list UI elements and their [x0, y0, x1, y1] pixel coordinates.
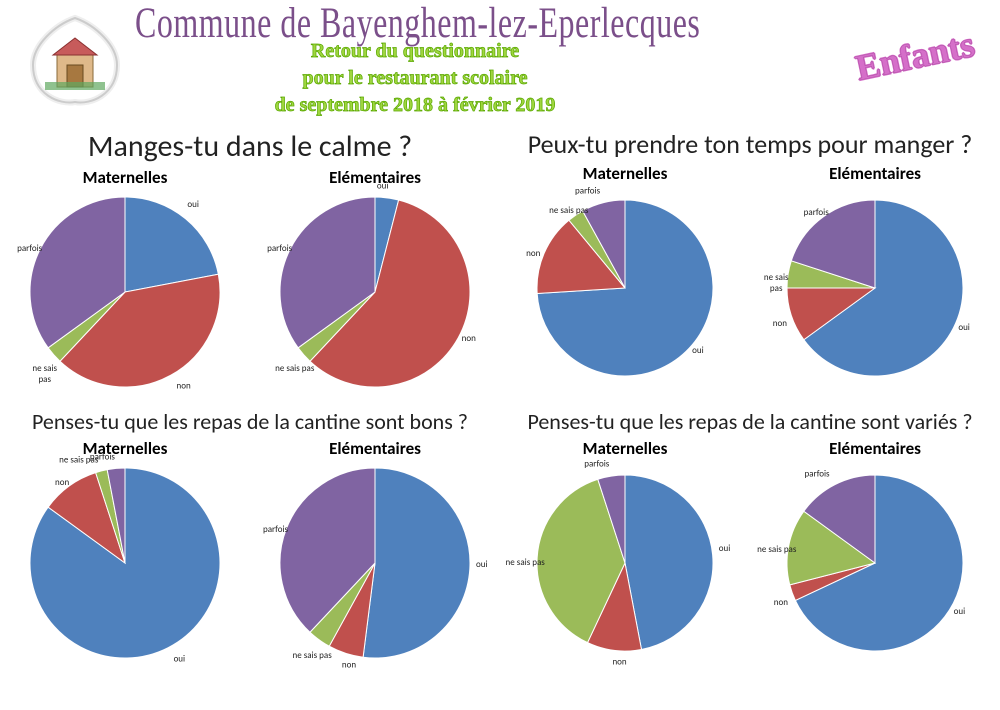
slice-label: parfois [584, 459, 609, 470]
slice-label: oui [377, 180, 389, 191]
pie-chart: Maternellesouinonne sais pasparfois [10, 438, 240, 663]
slice-label: non [342, 659, 356, 670]
slice-label: oui [692, 345, 704, 356]
slice-label: non [177, 380, 191, 391]
slice-label: parfois [805, 469, 830, 480]
pie-chart: Elémentairesouinonne sais pasparfois [260, 438, 490, 663]
panel: Peux-tu prendre ton temps pour manger ? M… [500, 130, 1000, 410]
question-text: Penses-tu que les repas de la cantine so… [0, 410, 500, 434]
slice-label: oui [187, 199, 199, 210]
slice-label: oui [954, 606, 966, 617]
slice-label: ne sais pas [292, 650, 331, 661]
chart-subtitle: Elémentaires [260, 438, 490, 459]
chart-subtitle: Maternelles [10, 167, 240, 188]
pie-chart: Maternellesouinonne sais pasparfois [510, 438, 740, 663]
slice-label: non [612, 657, 626, 668]
page-subtitle: Retour du questionnaire pour le restaura… [135, 38, 695, 119]
chart-subtitle: Maternelles [510, 163, 740, 184]
slice-label: ne saispas [764, 272, 789, 294]
question-text: Penses-tu que les repas de la cantine so… [500, 410, 1000, 434]
pie-chart: Maternelles oui non ne sais pas parfois [510, 163, 740, 388]
audience-badge: Enfants [852, 23, 978, 89]
chart-subtitle: Maternelles [510, 438, 740, 459]
slice-label: ne sais pas [275, 363, 314, 374]
panel: Penses-tu que les repas de la cantine so… [0, 410, 500, 690]
chart-subtitle: Elémentaires [260, 167, 490, 188]
slice-label: parfois [267, 243, 292, 254]
slice-label: parfois [263, 524, 288, 535]
chart-subtitle: Maternelles [10, 438, 240, 459]
pie-chart: Elémentaires oui non ne saispas parfois [760, 163, 990, 388]
slice-label: parfois [804, 207, 829, 218]
slice-label: parfois [575, 185, 600, 196]
commune-logo [25, 10, 125, 110]
chart-subtitle: Elémentaires [760, 438, 990, 459]
pie-chart: Maternelles oui non ne saispas parfois [10, 167, 240, 392]
pie-chart: Elémentaires oui non ne sais pas parfois [760, 438, 990, 663]
slice-label: ne sais pas [757, 544, 796, 555]
slice-label: ne saispas [32, 363, 57, 385]
slice-label: ne sais pas [549, 205, 588, 216]
panel: Manges-tu dans le calme ? Maternelles oui n… [0, 130, 500, 410]
slice-label: parfois [90, 451, 115, 462]
slice-label: oui [174, 653, 186, 664]
charts-grid: Manges-tu dans le calme ? Maternelles oui n… [0, 130, 1000, 690]
chart-subtitle: Elémentaires [760, 163, 990, 184]
slice-label: parfois [17, 243, 42, 254]
slice-label: ne sais pas [506, 557, 545, 568]
slice-label: non [774, 597, 788, 608]
panel: Penses-tu que les repas de la cantine so… [500, 410, 1000, 690]
slice-label: non [526, 248, 540, 259]
slice-label: oui [476, 559, 488, 570]
slice-label: oui [719, 543, 731, 554]
question-text: Manges-tu dans le calme ? [0, 130, 500, 163]
pie-chart: Elémentairesoui non ne sais pas parfois [260, 167, 490, 392]
slice-label: non [55, 477, 69, 488]
slice-label: non [773, 318, 787, 329]
slice-label: non [462, 333, 476, 344]
slice-label: oui [958, 322, 970, 333]
question-text: Peux-tu prendre ton temps pour manger ? [500, 130, 1000, 159]
